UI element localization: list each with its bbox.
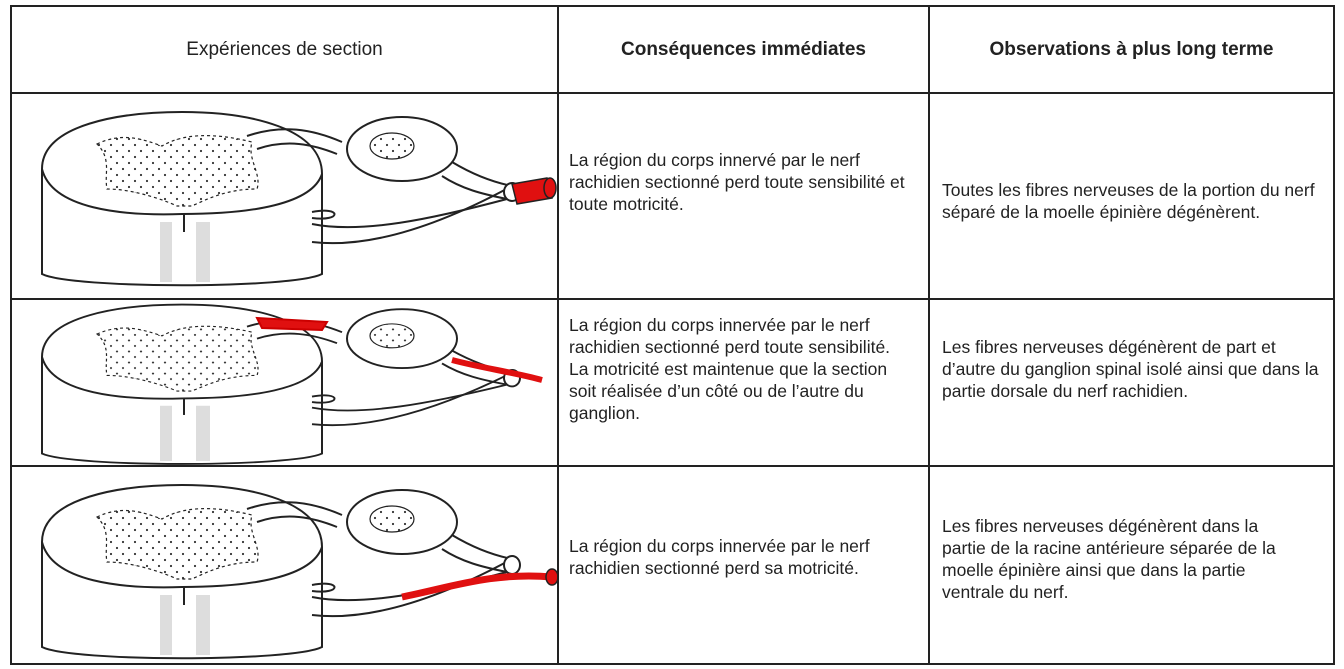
diagram-cell (10, 92, 559, 300)
cell: Toutes les fibres nerveuses de la portio… (928, 92, 1335, 300)
diagram-cell (10, 465, 559, 665)
spinal-cord-diagram (41, 484, 557, 660)
observation-text: Les fibres nerveuses dégénèrent dans la … (942, 516, 1276, 602)
spinal-cord-diagram (41, 111, 557, 287)
observation-text: Les fibres nerveuses dégénèrent de part … (942, 337, 1319, 401)
cell: La région du corps innervée par le nerf … (557, 465, 930, 665)
cell: La région du corps innervé par le nerf r… (557, 92, 930, 300)
consequence-text: La région du corps innervée par le nerf … (569, 315, 891, 423)
diagram-cell (10, 298, 559, 467)
consequence-text: La région du corps innervée par le nerf … (569, 536, 870, 578)
header-cell: Conséquences immédiates (557, 5, 930, 94)
observation-text: Toutes les fibres nerveuses de la portio… (942, 180, 1315, 222)
header-cell: Observations à plus long terme (928, 5, 1335, 94)
header-cell: Expériences de section (10, 5, 559, 94)
spinal-cord-diagram (41, 303, 543, 465)
cell: Les fibres nerveuses dégénèrent de part … (928, 298, 1335, 467)
cell: La région du corps innervée par le nerf … (557, 298, 930, 467)
cell: Les fibres nerveuses dégénèrent dans la … (928, 465, 1335, 665)
consequence-text: La région du corps innervé par le nerf r… (569, 150, 905, 214)
